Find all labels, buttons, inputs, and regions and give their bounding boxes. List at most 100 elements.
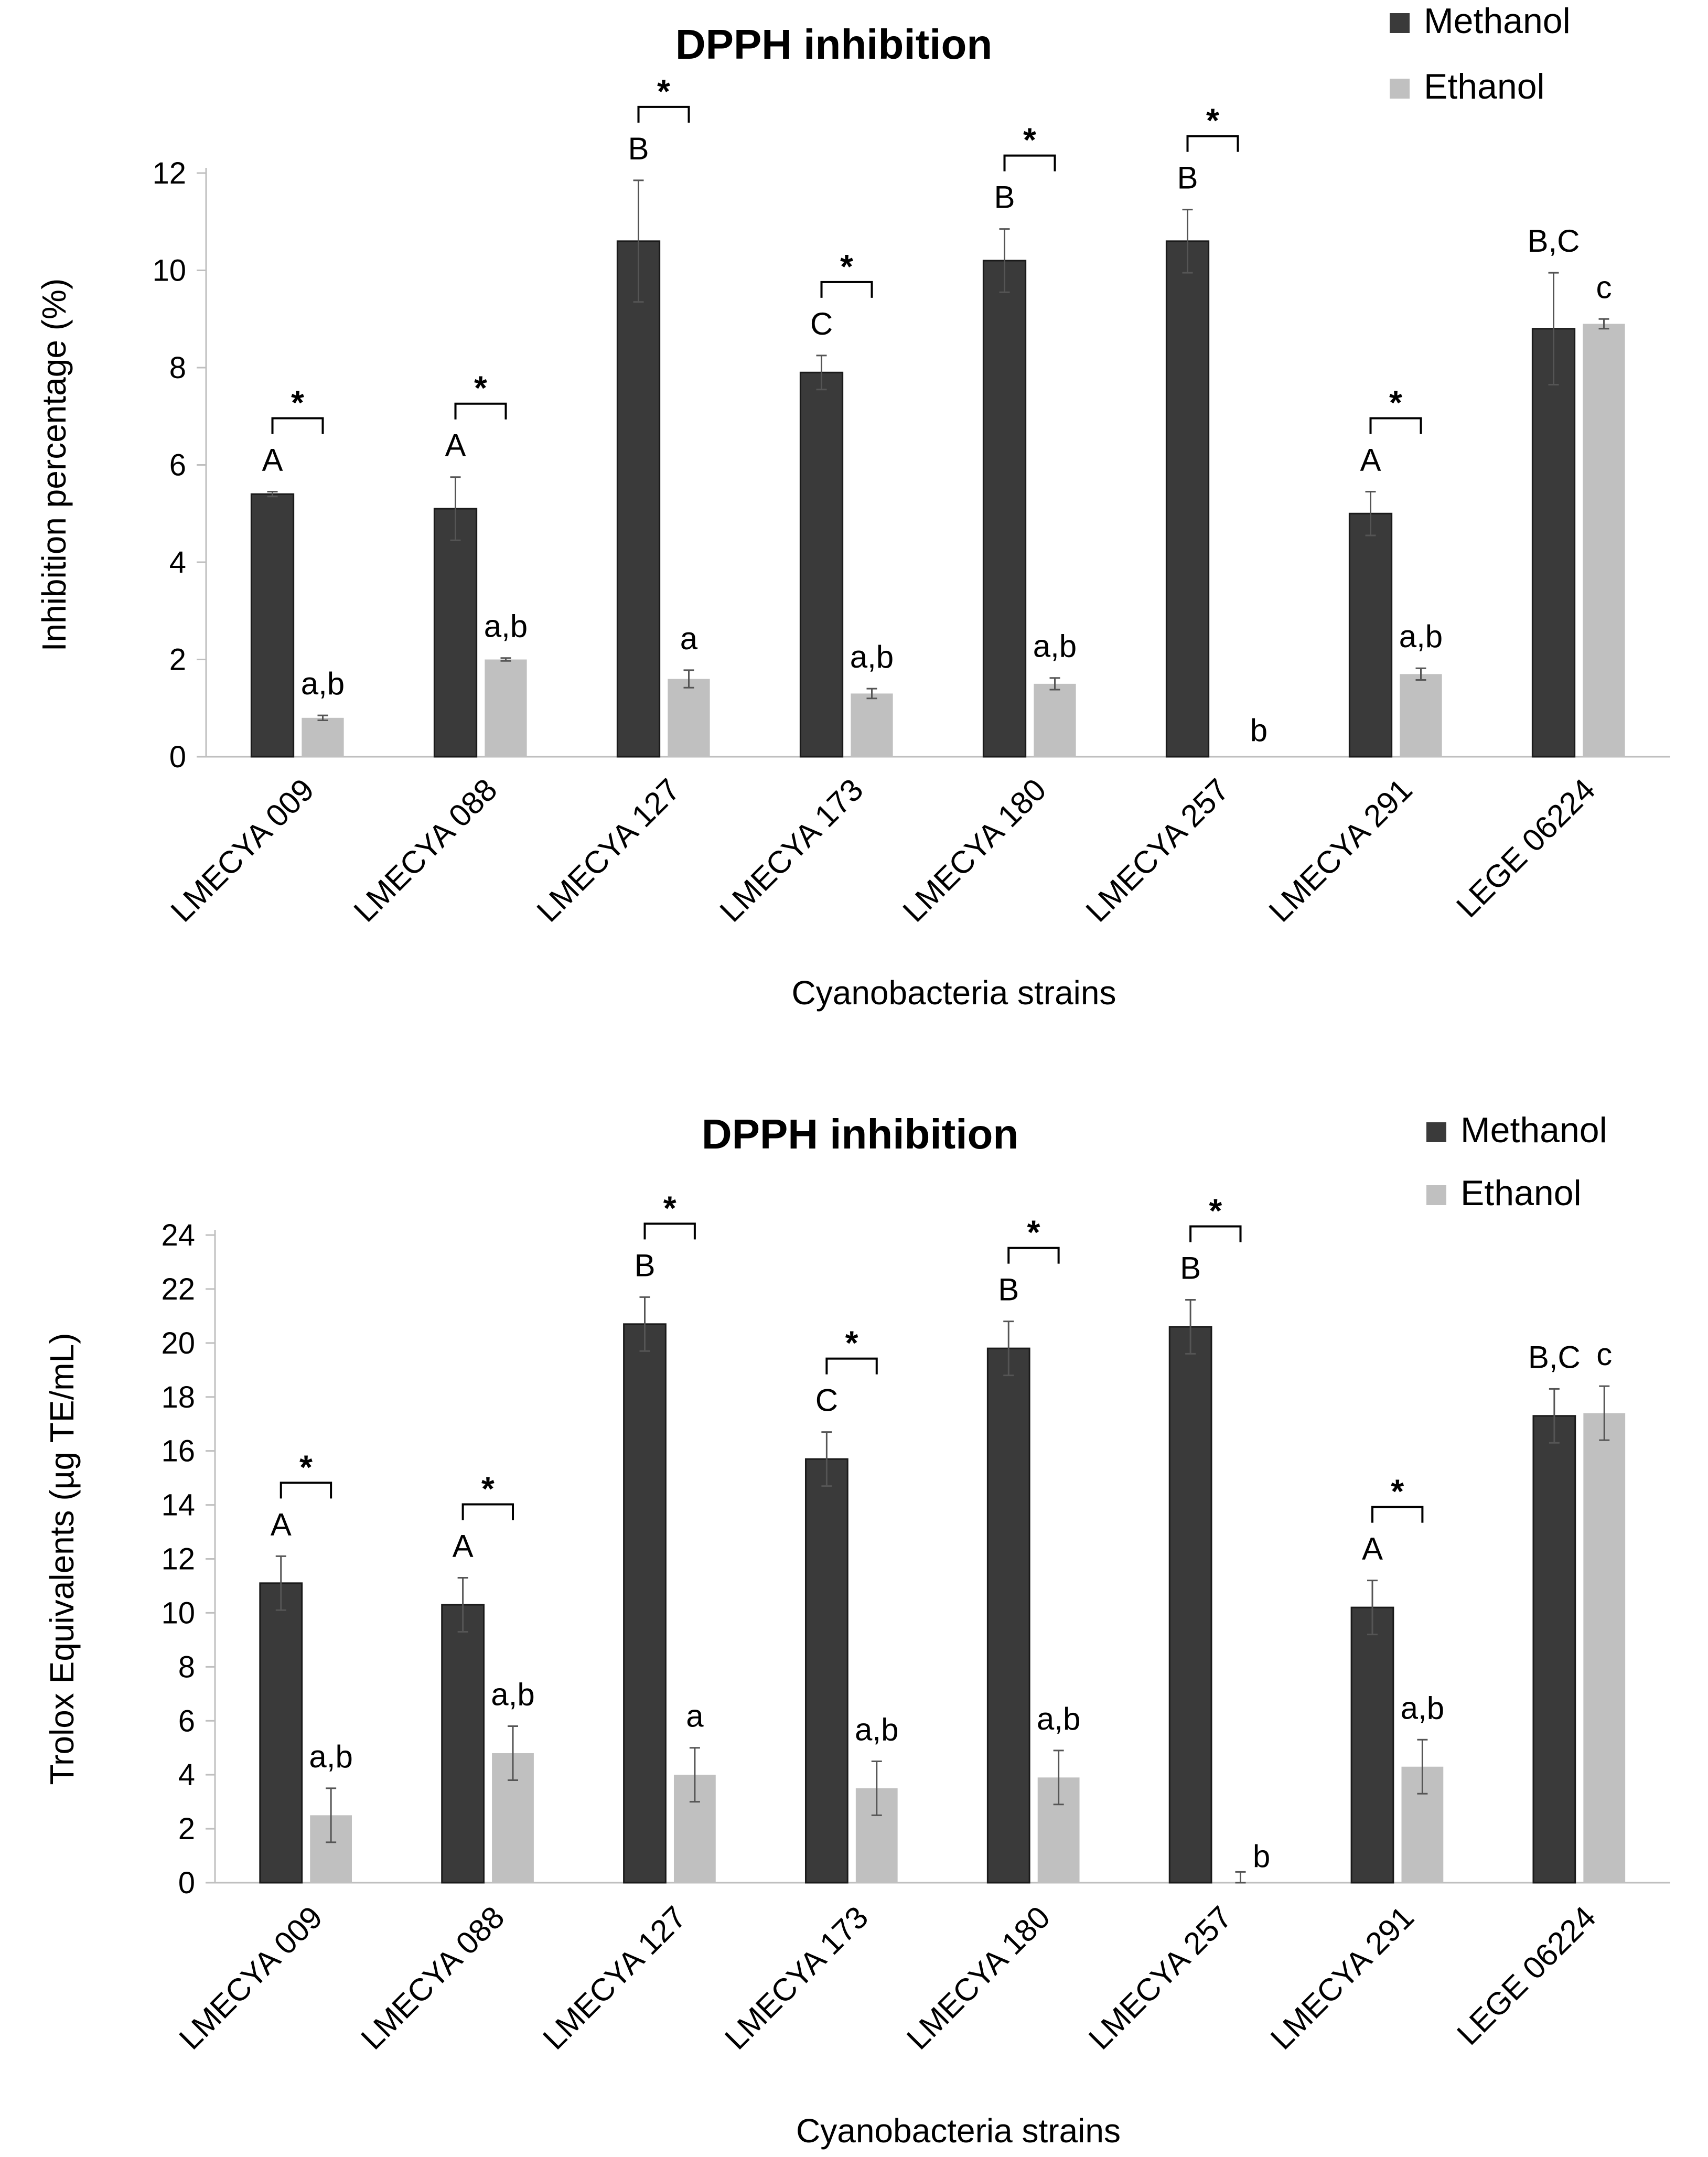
y-tick-label: 18 [161,1380,195,1414]
bar-ethanol-7 [1583,324,1625,757]
y-tick-label: 10 [152,254,186,288]
significance-star-2: * [657,72,670,110]
bar-methanol-7 [1532,1415,1576,1884]
x-axis-label: Cyanobacteria strains [796,2112,1121,2150]
significance-bracket-2 [643,1222,696,1240]
bar-methanol-4 [982,260,1027,758]
significance-star-6: * [1389,384,1402,422]
x-tick-label: LMECYA 291 [1262,772,1419,929]
x-tick-label: LEGE 06224 [1450,1900,1602,2052]
y-tick-label: 2 [178,1812,195,1846]
significance-bracket-3 [820,281,873,298]
significance-bracket-6 [1371,1506,1424,1523]
letter-label-ethanol-7: c [1596,270,1612,305]
significance-star-4: * [1023,121,1036,159]
bar-ethanol-4 [1034,683,1076,757]
letter-label-methanol-6: A [1360,443,1381,478]
letter-label-ethanol-3: a,b [855,1712,898,1747]
legend-label-methanol: Methanol [1424,1,1571,41]
bar-ethanol-1 [485,659,527,757]
x-tick-label: LMECYA 257 [1082,1900,1239,2056]
y-tick-label: 4 [178,1758,195,1792]
bar-methanol-2 [616,240,661,758]
y-tick-label: 8 [169,351,186,385]
chart-title: DPPH inhibition [702,1111,1018,1157]
letter-label-ethanol-1: a,b [491,1677,534,1712]
letter-label-ethanol-7: c [1596,1337,1612,1372]
bar-methanol-0 [250,493,295,758]
letter-label-methanol-3: C [810,306,833,341]
letter-label-methanol-3: C [815,1383,838,1418]
letter-label-ethanol-2: a [680,621,698,656]
significance-star-2: * [663,1189,676,1227]
bar-methanol-4 [986,1347,1030,1884]
letter-label-ethanol-2: a [686,1699,704,1734]
legend-swatch-methanol [1390,13,1410,33]
y-tick-label: 0 [169,740,186,774]
x-tick-label: LMECYA 009 [164,772,321,929]
bar-methanol-3 [804,1458,848,1884]
letter-label-methanol-7: B,C [1528,1339,1581,1375]
bar-methanol-1 [433,508,478,758]
legend-label-methanol: Methanol [1460,1110,1607,1150]
significance-star-5: * [1209,1192,1222,1230]
letter-label-methanol-5: B [1180,1251,1201,1286]
letter-label-ethanol-5: b [1250,713,1267,748]
significance-bracket-6 [1369,417,1422,434]
letter-label-methanol-2: B [634,1248,655,1283]
legend-swatch-ethanol [1390,79,1410,99]
letter-label-ethanol-6: a,b [1399,619,1443,654]
significance-bracket-1 [454,402,507,420]
x-tick-label: LMECYA 088 [355,1900,511,2056]
x-tick-label: LMECYA 291 [1264,1900,1421,2056]
bar-ethanol-7 [1583,1413,1626,1883]
significance-bracket-4 [1003,154,1056,171]
legend-label-ethanol: Ethanol [1460,1173,1582,1213]
significance-bracket-5 [1189,1225,1242,1242]
y-tick-label: 4 [169,545,186,580]
letter-label-methanol-4: B [998,1272,1019,1307]
letter-label-methanol-5: B [1177,160,1198,196]
letter-label-methanol-4: B [994,180,1015,215]
bar-ethanol-3 [851,693,893,757]
bar-methanol-6 [1350,1606,1394,1884]
significance-star-1: * [481,1470,495,1508]
y-tick-label: 16 [161,1434,195,1468]
letter-label-methanol-6: A [1362,1531,1383,1566]
y-tick-label: 24 [161,1218,195,1252]
x-tick-label: LMECYA 257 [1079,772,1236,929]
letter-label-ethanol-0: a,b [301,666,345,701]
letter-label-methanol-2: B [628,131,649,166]
x-tick-label: LMECYA 009 [173,1900,329,2056]
bar-methanol-7 [1531,328,1576,758]
y-tick-label: 8 [178,1650,195,1684]
letter-label-ethanol-5: b [1253,1839,1270,1874]
letter-label-methanol-7: B,C [1527,223,1580,259]
significance-star-0: * [291,384,304,422]
y-tick-label: 10 [161,1596,195,1630]
y-tick-label: 14 [161,1488,195,1522]
significance-bracket-0 [280,1482,332,1499]
bar-methanol-0 [259,1582,303,1884]
chart-trolox-equivalents: DPPH inhibition MethanolEthanol0246810121… [43,1110,1670,2150]
x-tick-label: LMECYA 173 [713,772,870,929]
x-tick-label: LMECYA 180 [896,772,1053,929]
y-tick-label: 22 [161,1272,195,1306]
letter-label-ethanol-1: a,b [484,609,528,644]
bar-methanol-5 [1168,1326,1212,1884]
letter-label-methanol-0: A [271,1507,292,1542]
significance-bracket-4 [1007,1247,1060,1264]
y-axis-label: Inhibition percentage (%) [35,278,73,652]
x-tick-label: LMECYA 173 [718,1900,875,2056]
letter-label-ethanol-6: a,b [1401,1690,1444,1725]
letter-label-ethanol-0: a,b [309,1739,352,1774]
bar-ethanol-0 [302,717,344,757]
significance-bracket-0 [271,417,324,434]
significance-star-1: * [474,369,487,407]
x-tick-label: LMECYA 088 [347,772,504,929]
chart-title: DPPH inhibition [675,21,992,68]
x-tick-label: LMECYA 180 [900,1900,1057,2056]
significance-bracket-1 [461,1503,514,1520]
y-tick-label: 20 [161,1326,195,1360]
bar-methanol-3 [799,371,844,758]
